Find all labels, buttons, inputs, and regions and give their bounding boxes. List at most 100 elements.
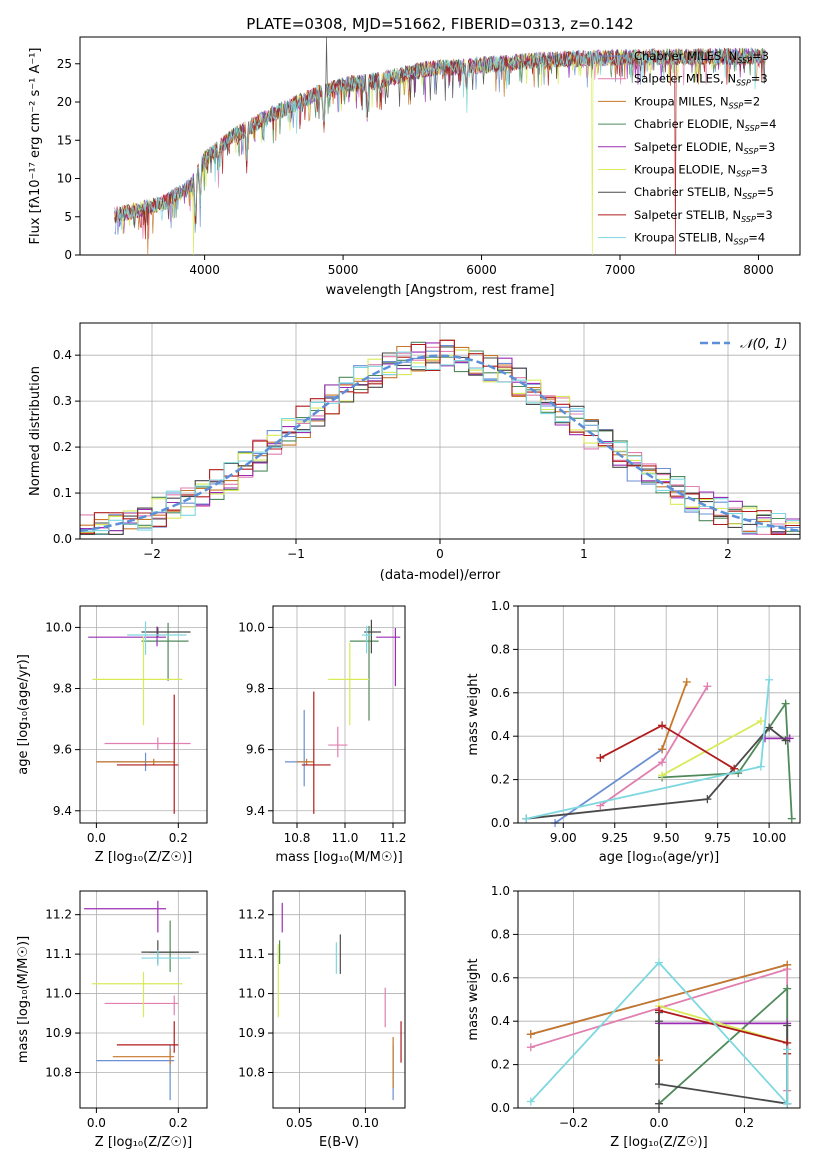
legend-label-kroupa-miles: Kroupa MILES, NSSP=2 [634,94,760,110]
legend-label-tail: =2 [743,94,760,108]
y-tick-label: 10.8 [238,1065,265,1079]
histogram-salpeter-stelib [80,339,800,535]
line-kroupa-elodie [661,720,762,777]
legend-label-tail: =3 [752,49,769,63]
spectrum-kroupa-stelib [114,47,766,230]
figure-title: PLATE=0308, MJD=51662, FIBERID=0313, z=0… [246,15,633,33]
axes-frame [79,890,208,1109]
legend-label-tail: =4 [760,117,777,131]
legend-label-main: Salpeter ELODIE, N [634,140,744,154]
x-tick-label: 10.00 [752,831,786,845]
y-tick-label: 0.4 [53,348,72,362]
legend-label-tail: =4 [748,231,765,245]
y-tick-label: 1.0 [491,884,510,898]
mass-weight-vs-metallicity-panel: −0.2 0.0 0.2 0.0 0.2 0.4 0.6 0.8 1.0 Z [log₁₀(Z/Z… [466,884,801,1150]
y-tick-label: 10.0 [45,620,72,634]
y-tick-label: 0.2 [53,440,72,454]
x-tick-label: 11.2 [380,831,407,845]
legend-label-main: Kroupa ELODIE, N [634,163,736,177]
x-tick-label: 10.8 [284,831,311,845]
line-kroupa-stelib [530,961,789,1107]
histogram-legend: 𝒩(0, 1) [700,337,787,352]
histogram-steps [80,339,800,535]
spectrum-x-label: wavelength [Angstrom, rest frame] [326,283,555,298]
x-tick-label: 5000 [328,263,359,277]
x-axis-label: age [log₁₀(age/yr)] [599,850,720,865]
residual-histogram-panel: −2 −1 0 1 2 0.0 0.1 0.2 0.3 0.4 (data-model)/err… [28,322,801,583]
age-vs-metallicity-panel: 0.0 0.2 9.4 9.6 9.8 10.0 Z [log₁₀(Z/Z☉)] age [l… [16,605,208,865]
legend-label-tail: =3 [751,163,768,177]
x-tick-label: 11.0 [332,831,359,845]
axes-frame [517,605,801,824]
y-tick-label: 10.0 [238,620,265,634]
x-tick-label: 6000 [466,263,497,277]
spectrum-axes-frame [79,36,801,256]
histogram-x-ticks: −2 −1 0 1 2 [143,539,732,561]
y-tick-label: 9.8 [53,682,72,696]
histogram-chabrier-elodie [80,341,800,535]
histogram-x-label: (data-model)/error [380,568,501,583]
axes-frame [272,605,406,824]
y-tick-label: 0.6 [491,686,510,700]
y-tick-label: 11.2 [238,908,265,922]
legend-label-sub: SSP [744,147,759,156]
legend-label-main: Salpeter STELIB, N [634,208,741,222]
y-tick-label: 20 [57,95,72,109]
y-tick-label: 0.1 [53,486,72,500]
legend-label-chabrier-stelib: Chabrier STELIB, NSSP=5 [634,185,774,201]
y-tick-label: 11.0 [238,987,265,1001]
y-tick-label: 0.0 [53,532,72,546]
x-tick-label: −1 [287,547,305,561]
legend-label-tail: =5 [757,185,774,199]
y-tick-label: 0 [64,248,72,262]
spectrum-y-label: Flux [fλ10⁻¹⁷ erg cm⁻² s⁻¹ A⁻¹] [28,48,43,245]
y-tick-label: 0.4 [491,1014,510,1028]
y-tick-label: 15 [57,133,72,147]
y-tick-label: 11.2 [45,908,72,922]
x-tick-label: 9.00 [550,831,577,845]
spectrum-x-ticks: 4000 5000 6000 7000 8000 [189,255,774,277]
legend-label-main: Chabrier MILES, N [634,49,737,63]
histogram-y-ticks: 0.0 0.1 0.2 0.3 0.4 [53,348,80,546]
y-tick-label: 0.6 [491,971,510,985]
axes-frame [272,890,406,1109]
histogram-legend-label: 𝒩(0, 1) [740,337,787,352]
y-axis-label: mass weight [466,958,481,1040]
y-tick-label: 11.0 [45,987,72,1001]
y-tick-label: 9.4 [246,804,265,818]
normal-curve [79,354,801,533]
y-tick-label: 0.8 [491,642,510,656]
legend-label-main: Kroupa MILES, N [634,94,729,108]
spectrum-panel: 4000 5000 6000 7000 8000 0 5 10 15 20 25 waveleng… [28,36,801,298]
x-tick-label: 8000 [743,263,774,277]
x-tick-label: 1 [580,547,588,561]
legend-label-sub: SSP [734,238,749,247]
x-axis-label: Z [log₁₀(Z/Z☉)] [95,1135,192,1150]
y-tick-label: 0.0 [491,816,510,830]
legend-label-salpeter-miles: Salpeter MILES, NSSP=3 [634,72,768,88]
spectrum-lines [114,37,766,255]
y-tick-label: 9.8 [246,682,265,696]
x-axis-label: Z [log₁₀(Z/Z☉)] [95,850,192,865]
histogram-y-label: Normed distribution [28,366,43,496]
y-tick-label: 0.0 [491,1101,510,1115]
x-axis-label: mass [log₁₀(M/M☉)] [275,850,402,865]
legend-label-sub: SSP [745,124,760,133]
line-chabrier-miles [554,748,663,824]
y-tick-label: 11.1 [238,947,265,961]
legend-label-tail: =3 [756,208,773,222]
y-tick-label: 25 [57,57,72,71]
y-tick-label: 10.9 [238,1026,265,1040]
y-tick-label: 10.9 [45,1026,72,1040]
histogram-kroupa-stelib [80,351,800,534]
line-kroupa-miles [530,963,788,1036]
legend-label-kroupa-elodie: Kroupa ELODIE, NSSP=3 [634,163,768,179]
x-tick-label: 7000 [605,263,636,277]
legend-label-sub: SSP [741,215,756,224]
y-axis-label: mass [log₁₀(M/M☉)] [16,936,31,1063]
legend-label-tail: =3 [758,140,775,154]
legend-label-sub: SSP [737,56,752,65]
x-tick-label: 0.2 [169,831,188,845]
